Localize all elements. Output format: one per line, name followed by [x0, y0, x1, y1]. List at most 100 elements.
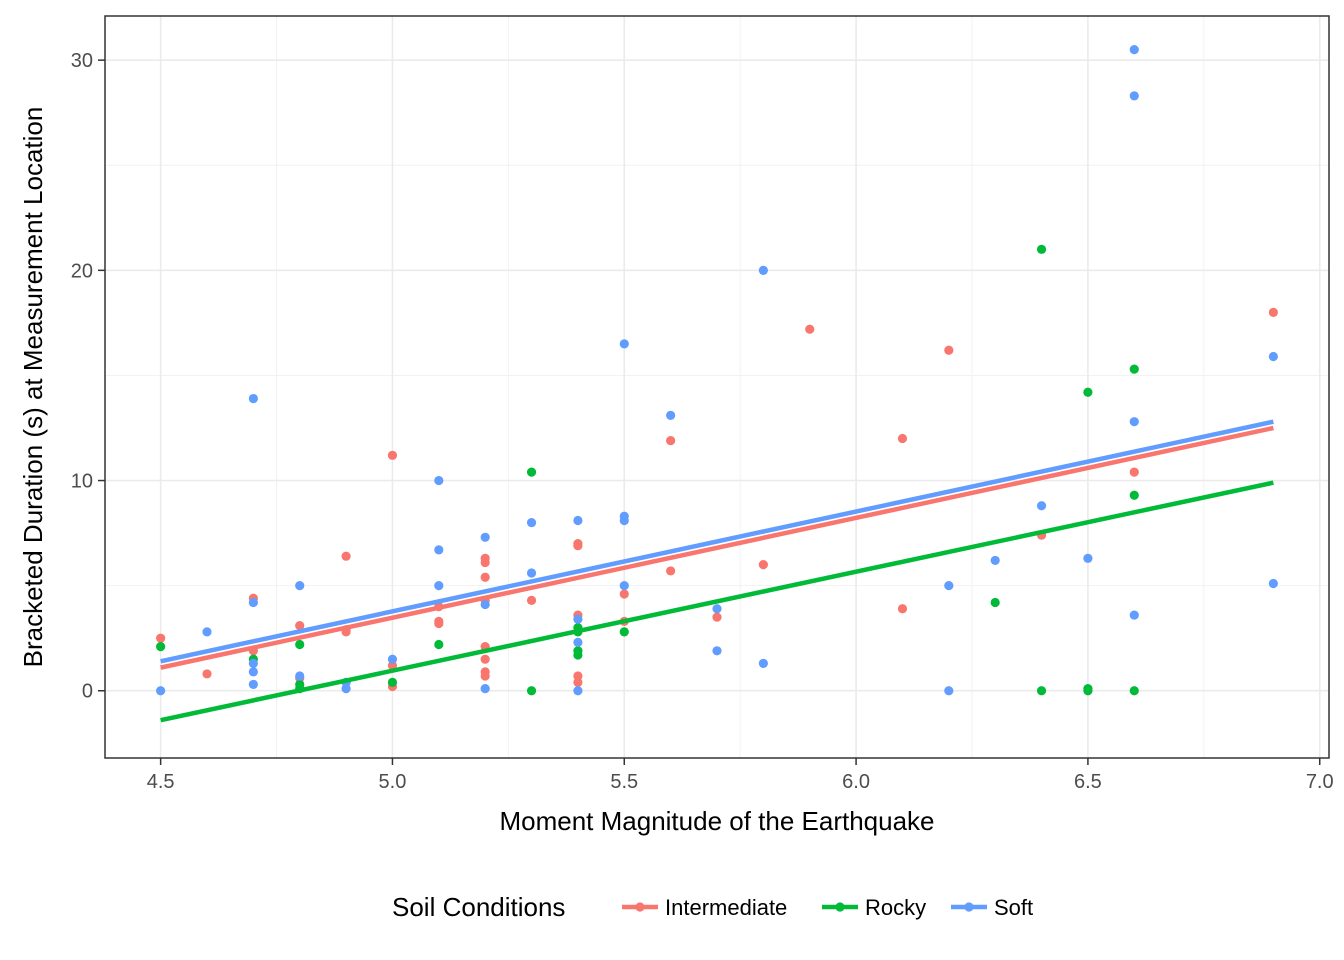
soft-data-point: [619, 581, 629, 591]
regression-lines: [160, 419, 1274, 723]
rocky-data-point: [573, 650, 583, 660]
intermediate-data-point: [573, 677, 583, 687]
intermediate-data-point: [758, 560, 768, 570]
soft-data-point: [526, 568, 537, 578]
x-tick-label: 6.5: [1074, 771, 1102, 793]
soft-data-point: [573, 637, 583, 647]
soft-data-point: [712, 604, 722, 614]
soft-data-point: [480, 599, 490, 610]
intermediate-data-point: [480, 654, 490, 664]
legend-label-soft: Soft: [994, 895, 1033, 920]
y-tick-label: 0: [82, 681, 93, 703]
rocky-data-point: [1036, 244, 1047, 254]
intermediate-data-point: [202, 669, 212, 679]
rocky-data-point: [387, 677, 398, 687]
intermediate-data-point: [1129, 467, 1139, 477]
soft-data-point: [990, 555, 1000, 566]
rocky-data-point: [1129, 686, 1139, 696]
x-tick-label: 7.0: [1306, 771, 1334, 793]
soft-data-point: [434, 545, 444, 555]
rocky-fit-line: [160, 480, 1274, 723]
soft-data-point: [248, 679, 258, 690]
rocky-data-point: [619, 627, 629, 637]
intermediate-data-point: [712, 612, 722, 622]
legend-items: Intermediate Rocky Soft: [622, 895, 1033, 920]
rocky-data-point: [156, 641, 166, 652]
soft-data-point: [156, 686, 166, 696]
legend-label-rocky: Rocky: [865, 895, 926, 920]
x-axis-title: Moment Magnitude of the Earthquake: [499, 806, 934, 836]
major-gridlines: [105, 16, 1329, 758]
intermediate-fit-line: [160, 425, 1274, 670]
soft-data-point: [619, 339, 629, 349]
rocky-data-point: [990, 597, 1000, 608]
intermediate-data-point: [480, 671, 490, 681]
x-tick-label: 4.5: [147, 771, 175, 793]
rocky-data-point: [1083, 387, 1093, 397]
intermediate-data-point: [897, 433, 908, 444]
intermediate-data-point: [526, 595, 537, 605]
rocky-data-point: [526, 467, 537, 477]
y-tick-label: 30: [71, 50, 93, 72]
soft-data-point: [295, 671, 305, 681]
intermediate-data-point: [573, 671, 583, 681]
legend-key-point-intermediate: [635, 902, 645, 912]
soft-fit-line: [160, 419, 1274, 664]
x-tick-label: 5.0: [379, 771, 407, 793]
soft-data-point: [387, 654, 398, 664]
x-tick-label: 5.5: [610, 771, 638, 793]
soft-data-point: [712, 646, 722, 656]
intermediate-data-point: [805, 324, 815, 334]
soft-data-point: [248, 658, 258, 669]
soft-data-point: [248, 597, 258, 608]
legend-title: Soil Conditions: [392, 892, 565, 922]
rocky-data-point: [1036, 686, 1047, 696]
soft-data-point: [573, 686, 583, 696]
intermediate-data-point: [944, 345, 954, 355]
soft-data-point: [758, 265, 768, 275]
intermediate-data-point: [480, 557, 490, 568]
soft-data-point: [1129, 91, 1139, 101]
intermediate-data-point: [387, 450, 398, 460]
soft-data-point: [573, 515, 583, 526]
y-axis-title: Bracketed Duration (s) at Measurement Lo…: [18, 107, 48, 668]
soft-data-point: [480, 684, 490, 694]
intermediate-data-point: [666, 566, 676, 576]
rocky-data-point: [1083, 686, 1093, 696]
panel-border: [104, 15, 1330, 759]
intermediate-data-point: [480, 572, 490, 582]
minor-gridlines: [105, 16, 1329, 758]
soft-data-point: [619, 515, 629, 526]
soft-data-point: [1083, 553, 1093, 563]
soft-data-point: [434, 581, 444, 591]
x-tick-label: 6.0: [842, 771, 870, 793]
soft-data-point: [1036, 501, 1047, 511]
rocky-data-point: [526, 686, 537, 696]
intermediate-data-point: [156, 633, 166, 643]
y-tick-label: 10: [71, 471, 93, 493]
intermediate-data-point: [387, 660, 398, 671]
soft-data-point: [434, 475, 444, 486]
soft-data-point: [666, 410, 676, 420]
soft-data-point: [1129, 417, 1139, 427]
soft-data-point: [1268, 351, 1278, 362]
y-tick-label: 20: [71, 260, 93, 282]
soft-data-point: [248, 393, 258, 404]
intermediate-data-point: [573, 541, 583, 551]
rocky-data-point: [1129, 364, 1139, 374]
rocky-data-point: [1129, 490, 1139, 500]
soft-data-point: [526, 517, 537, 528]
intermediate-data-point: [295, 620, 305, 631]
soft-data-point: [248, 667, 258, 677]
intermediate-data-point: [434, 618, 444, 629]
intermediate-data-point: [619, 589, 629, 599]
soft-data-point: [944, 686, 954, 696]
rocky-data-point: [295, 639, 305, 650]
soft-data-point: [341, 684, 351, 694]
intermediate-data-point: [897, 604, 908, 614]
legend-key-point-soft: [964, 902, 974, 912]
soft-data-point: [573, 614, 583, 624]
y-axis: 0 10 20 30: [71, 50, 105, 703]
soft-data-point: [1268, 578, 1278, 589]
